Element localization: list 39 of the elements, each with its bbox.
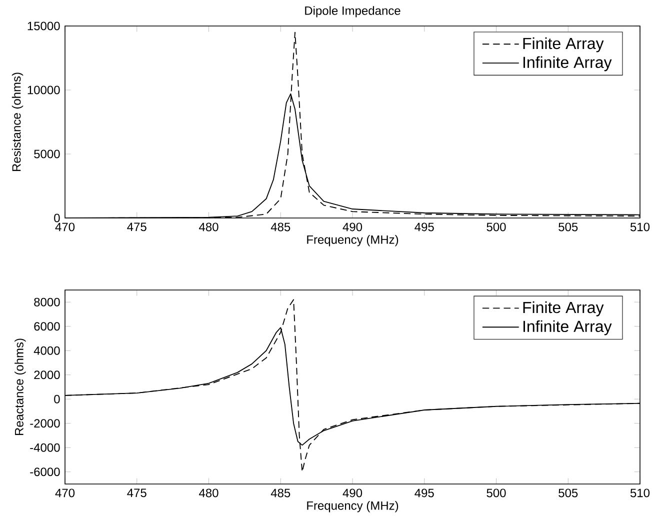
y-tick-label: 0: [54, 214, 60, 222]
y-axis-title: Reactance (ohms): [14, 338, 26, 436]
x-tick-label: 505: [558, 222, 578, 232]
x-tick-label: 500: [486, 222, 506, 232]
legend-label: Infinite Array: [523, 56, 612, 72]
x-tick-label: 490: [342, 488, 362, 498]
y-tick-label: 4000: [34, 346, 60, 355]
y-axis-title: Resistance (ohms): [12, 72, 24, 172]
y-tick-label: 8000: [34, 298, 60, 306]
chart-title: Dipole Impedance: [305, 6, 400, 18]
x-tick-label: 475: [127, 488, 146, 498]
x-tick-label: 485: [270, 222, 290, 232]
legend-label: Infinite Array: [523, 320, 612, 336]
x-tick-label: 485: [270, 488, 290, 498]
x-tick-label: 510: [630, 222, 650, 232]
x-tick-label: 500: [486, 488, 506, 498]
legend-label: Finite Array: [523, 37, 604, 52]
x-tick-label: 480: [199, 222, 218, 232]
y-tick-label: -2000: [30, 419, 60, 428]
x-axis-title: Frequency (MHz): [307, 235, 398, 246]
x-tick-label: 470: [55, 488, 75, 498]
y-tick-label: 10000: [28, 86, 60, 94]
x-tick-label: 475: [127, 222, 146, 232]
x-tick-label: 495: [414, 488, 434, 498]
x-tick-label: 495: [414, 222, 434, 232]
y-tick-label: -4000: [30, 443, 60, 452]
x-tick-label: 480: [199, 488, 218, 498]
x-tick-label: 510: [630, 488, 650, 498]
y-tick-label: 5000: [34, 150, 60, 158]
x-tick-label: 490: [342, 222, 362, 232]
y-tick-label: 15000: [28, 22, 60, 30]
y-tick-label: 2000: [34, 370, 60, 380]
y-tick-label: 6000: [34, 322, 60, 331]
x-axis-title: Frequency (MHz): [307, 501, 398, 512]
y-tick-label: -6000: [30, 468, 60, 476]
legend-label: Finite Array: [523, 301, 604, 316]
x-tick-label: 505: [558, 488, 578, 498]
x-tick-label: 470: [55, 222, 75, 232]
y-tick-label: 0: [54, 394, 60, 404]
